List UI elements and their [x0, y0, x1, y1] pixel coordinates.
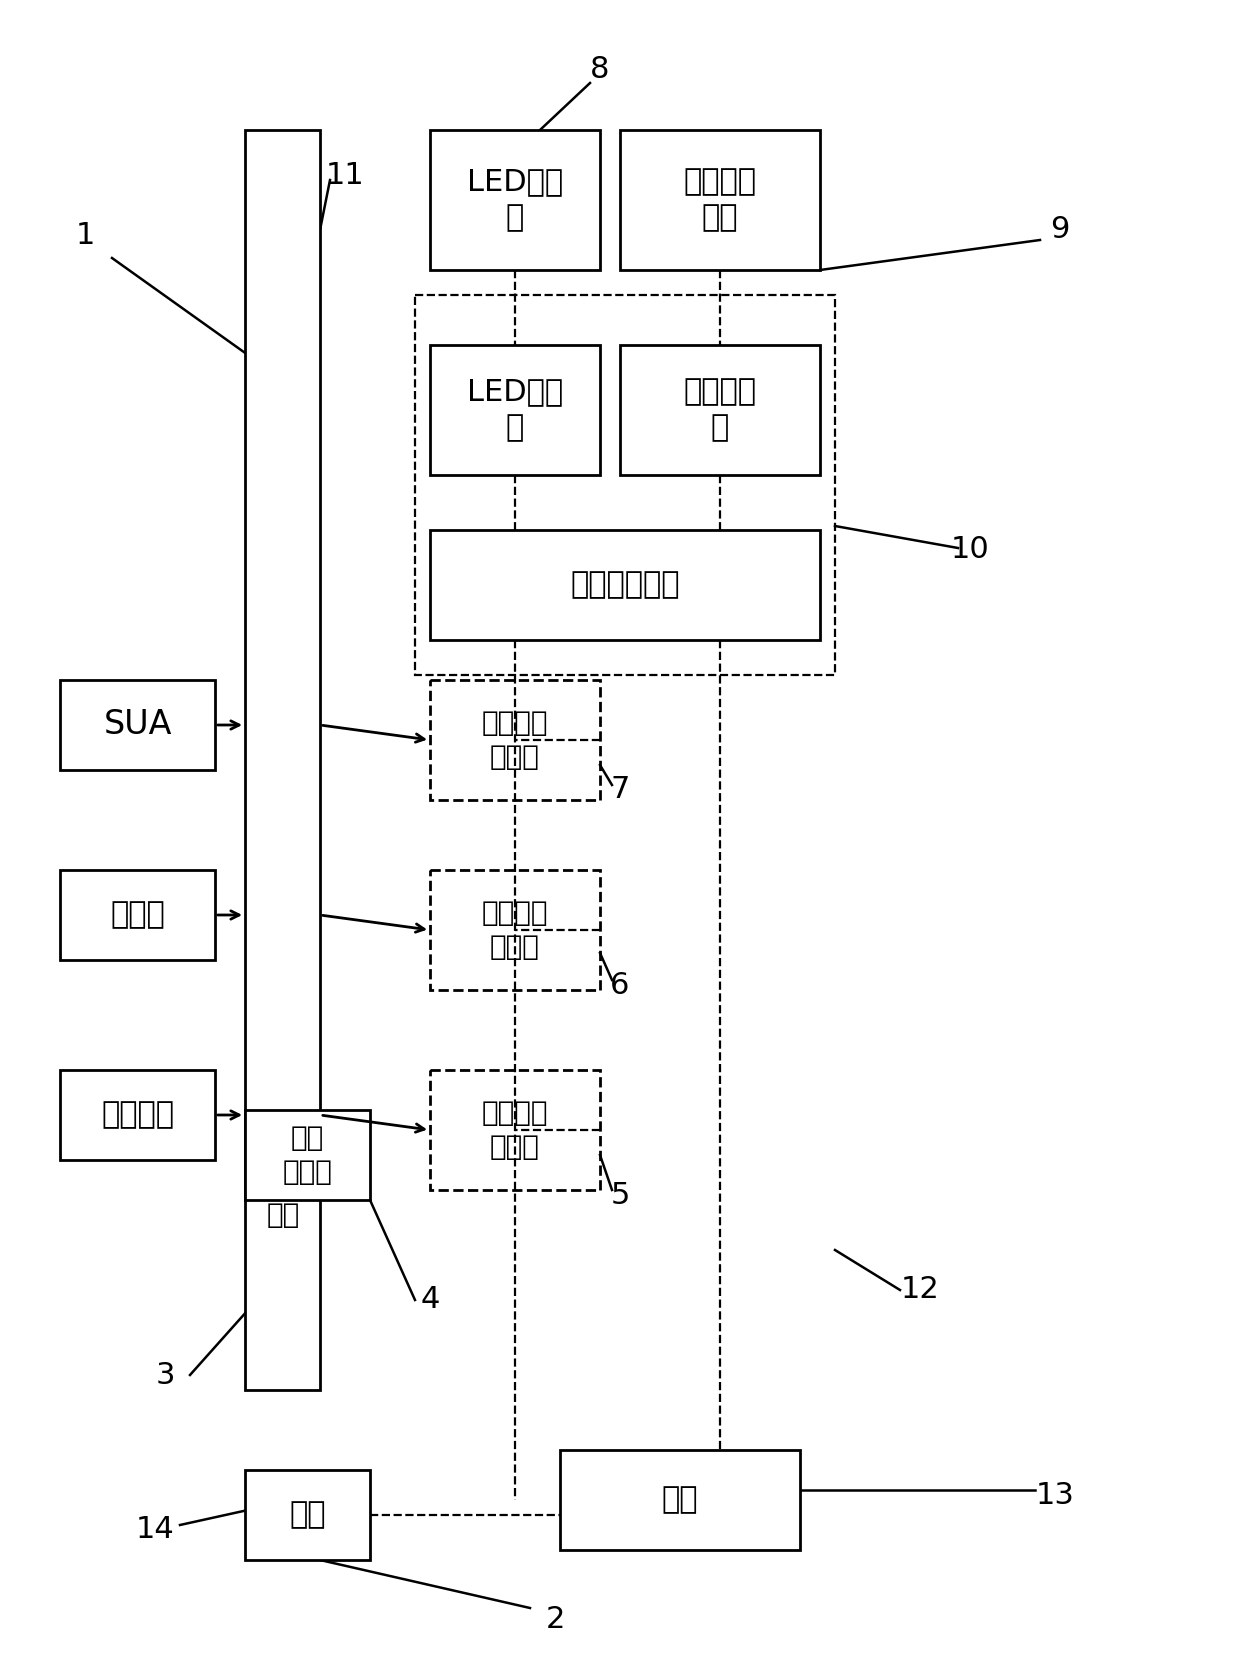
Bar	[430, 130, 600, 271]
Text: 第三红外
接收器: 第三红外 接收器	[482, 709, 548, 772]
Text: 6: 6	[610, 971, 630, 999]
Text: 12: 12	[900, 1275, 940, 1305]
Text: 4: 4	[420, 1285, 440, 1315]
Text: LED控制
器: LED控制 器	[467, 378, 563, 443]
Text: 开关: 开关	[289, 1501, 326, 1529]
Text: 3: 3	[155, 1360, 175, 1390]
Text: 2: 2	[546, 1606, 564, 1634]
Text: 10: 10	[951, 535, 990, 565]
Text: 浮漂: 浮漂	[267, 1201, 300, 1228]
Bar	[430, 680, 600, 800]
Bar	[430, 344, 600, 475]
Bar	[60, 871, 215, 961]
Bar	[60, 1069, 215, 1160]
Text: 第一红外
接收器: 第一红外 接收器	[482, 1100, 548, 1161]
Text: 电源: 电源	[662, 1486, 698, 1514]
Text: 紧凑型车: 紧凑型车	[100, 1101, 174, 1130]
Text: 智能交通
系统: 智能交通 系统	[683, 167, 756, 232]
Text: 11: 11	[326, 160, 365, 189]
Bar	[620, 130, 820, 271]
Text: 9: 9	[1050, 216, 1070, 244]
Text: 第二红外
接收器: 第二红外 接收器	[482, 899, 548, 961]
Text: 8: 8	[590, 55, 610, 85]
Text: SUA: SUA	[103, 709, 172, 742]
Bar	[60, 680, 215, 770]
Bar	[560, 1450, 800, 1551]
Text: 中级车: 中级车	[110, 901, 165, 929]
Text: 短信发射
器: 短信发射 器	[683, 378, 756, 443]
Text: 传感器控制器: 传感器控制器	[570, 570, 680, 600]
Bar	[430, 1069, 600, 1190]
Bar	[415, 296, 835, 675]
Bar	[246, 1470, 370, 1561]
Bar	[246, 1110, 370, 1200]
Text: 1: 1	[76, 221, 94, 249]
Text: 7: 7	[610, 775, 630, 804]
Text: 红外
发射器: 红外 发射器	[283, 1123, 332, 1186]
Text: 5: 5	[610, 1180, 630, 1210]
Bar	[620, 344, 820, 475]
Text: 14: 14	[135, 1516, 175, 1544]
Bar	[246, 130, 320, 1390]
Bar	[430, 530, 820, 640]
Text: LED显示
屏: LED显示 屏	[467, 167, 563, 232]
Text: 13: 13	[1035, 1481, 1074, 1509]
Bar	[430, 871, 600, 989]
